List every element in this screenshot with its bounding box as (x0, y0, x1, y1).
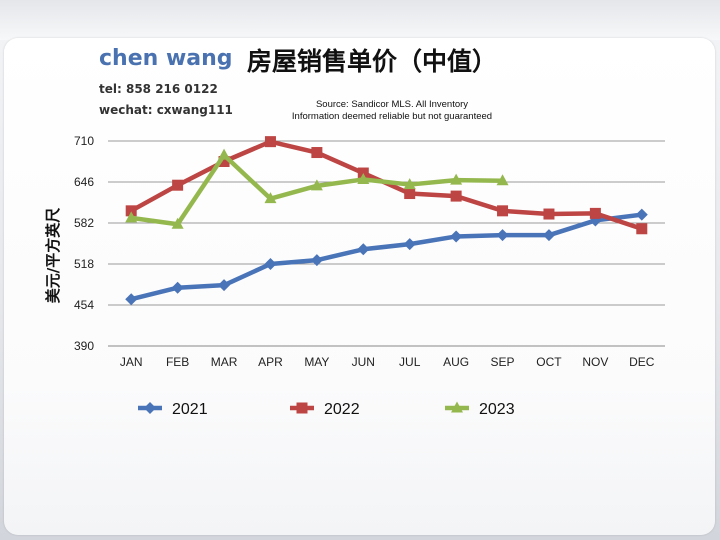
data-point-2022 (589, 207, 601, 219)
y-tick-label: 646 (74, 175, 94, 189)
data-point-2021 (542, 229, 555, 242)
y-tick-label: 710 (74, 134, 94, 148)
slide-card (4, 38, 715, 535)
x-tick-label: APR (258, 355, 283, 369)
agent-tel: tel: 858 216 0122 (99, 82, 218, 96)
data-point-2023 (125, 211, 138, 223)
data-point-2022 (404, 188, 416, 200)
y-tick-label: 582 (74, 216, 94, 230)
data-point-2023 (496, 174, 509, 186)
legend-label: 2021 (172, 401, 208, 418)
data-point-2023 (310, 179, 323, 191)
data-point-2023 (450, 173, 463, 185)
data-point-2022 (497, 205, 509, 217)
x-tick-label: AUG (443, 355, 469, 369)
data-point-2023 (357, 172, 370, 184)
source-line: Source: Sandicor MLS. All Inventory (315, 99, 469, 110)
data-point-2021 (403, 238, 416, 251)
legend-marker (451, 401, 463, 413)
data-point-2022 (264, 136, 276, 148)
data-point-2021 (450, 230, 463, 243)
data-point-2022 (125, 205, 137, 217)
agent-name: chen wang (99, 46, 233, 71)
source-note: Source: Sandicor MLS. All Inventory Info… (262, 99, 522, 123)
x-tick-label: JAN (120, 355, 143, 369)
x-tick-label: NOV (582, 355, 608, 369)
data-point-2021 (635, 208, 648, 221)
disclaimer-line: Information deemed reliable but not guar… (291, 111, 493, 122)
chart-title: 房屋销售单价（中值） (247, 47, 498, 76)
data-point-2021 (310, 254, 323, 267)
agent-wechat: wechat: cxwang111 (99, 103, 233, 117)
header-banner (0, 0, 720, 40)
data-point-2021 (496, 229, 509, 242)
legend-marker (144, 402, 156, 414)
legend-label: 2022 (324, 401, 360, 418)
y-tick-label: 518 (74, 257, 94, 271)
x-tick-label: MAY (304, 355, 329, 369)
data-point-2021 (171, 281, 184, 294)
data-point-2023 (171, 217, 184, 229)
x-tick-label: JUL (399, 355, 421, 369)
y-tick-label: 390 (74, 339, 94, 353)
legend-marker (296, 402, 308, 414)
data-point-2023 (403, 178, 416, 190)
data-point-2022 (172, 179, 184, 191)
data-point-2022 (636, 223, 648, 235)
data-point-2021 (264, 258, 277, 270)
x-tick-label: MAR (211, 355, 238, 369)
legend-label: 2023 (479, 401, 515, 418)
data-point-2023 (264, 192, 277, 204)
series-line-2021 (130, 212, 643, 302)
x-tick-label: DEC (629, 355, 655, 369)
series-line-2022 (130, 139, 643, 231)
x-tick-label: JUN (352, 355, 375, 369)
y-axis-label: 美元/平方英尺 (44, 208, 62, 303)
data-point-2022 (218, 156, 230, 167)
x-tick-label: OCT (536, 355, 562, 369)
data-point-2021 (357, 243, 370, 256)
data-point-2021 (125, 293, 138, 306)
data-point-2022 (450, 190, 462, 202)
data-point-2022 (543, 208, 555, 220)
x-tick-label: FEB (166, 355, 189, 369)
data-point-2023 (218, 148, 231, 160)
data-point-2022 (311, 147, 323, 159)
x-tick-label: SEP (491, 355, 515, 369)
data-point-2021 (218, 279, 231, 292)
y-tick-label: 454 (74, 298, 94, 312)
